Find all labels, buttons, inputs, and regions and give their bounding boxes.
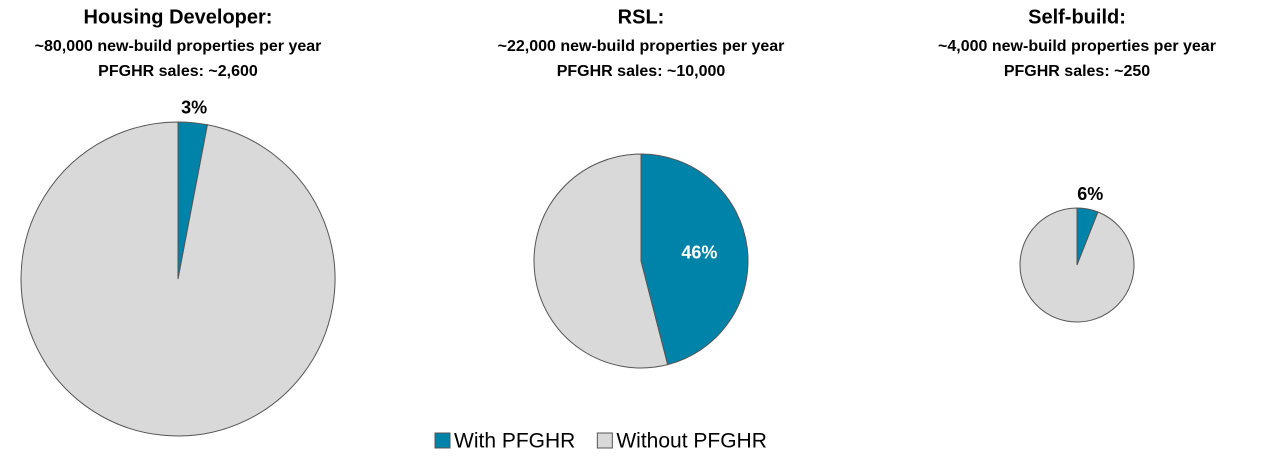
pie-subtitle: ~22,000 new-build properties per year <box>498 38 785 55</box>
pie-title: Housing Developer: <box>84 6 273 28</box>
legend-swatch <box>434 432 451 449</box>
pie-slice <box>20 121 336 437</box>
pie-note: PFGHR sales: ~10,000 <box>557 63 726 80</box>
pie-title: RSL: <box>618 6 665 28</box>
pie-note: PFGHR sales: ~250 <box>1004 63 1150 80</box>
legend-label: Without PFGHR <box>616 430 767 453</box>
pie-title: Self-build: <box>1028 6 1126 28</box>
pie-subtitle: ~4,000 new-build properties per year <box>938 38 1216 55</box>
legend-label: With PFGHR <box>454 430 575 453</box>
pie-note: PFGHR sales: ~2,600 <box>98 63 258 80</box>
data-label: 46% <box>681 242 717 262</box>
legend-swatch <box>596 432 613 449</box>
data-label: 3% <box>181 98 207 118</box>
pie-slice <box>640 153 749 366</box>
pie-slice <box>533 153 669 369</box>
data-label: 6% <box>1077 184 1103 204</box>
pie-subtitle: ~80,000 new-build properties per year <box>35 38 322 55</box>
pie-slice <box>1019 207 1135 323</box>
